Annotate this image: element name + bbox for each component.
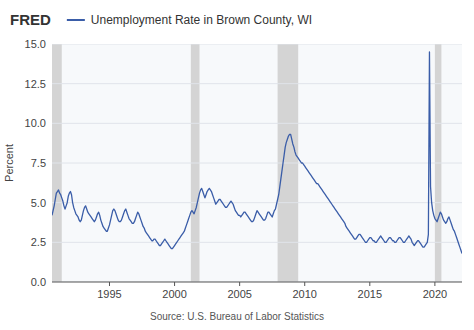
source: Source: U.S. Bureau of Labor Statistics (150, 311, 324, 322)
grid-line (52, 242, 462, 243)
grid-line (52, 44, 462, 45)
x-tick (174, 282, 175, 286)
data-line (52, 52, 462, 254)
grid-line (52, 282, 462, 283)
y-axis-label: Percent (3, 144, 15, 182)
x-tick-label: 2000 (162, 288, 186, 300)
y-tick-label: 2.5 (31, 236, 46, 248)
y-tick-label: 10.0 (25, 117, 46, 129)
x-tick-label: 2010 (292, 288, 316, 300)
legend-swatch (67, 19, 85, 21)
y-tick-label: 5.0 (31, 197, 46, 209)
grid-line (52, 83, 462, 84)
x-tick-label: 2005 (227, 288, 251, 300)
plot-background (52, 44, 462, 282)
y-tick-label: 15.0 (25, 38, 46, 50)
x-tick (369, 282, 370, 286)
title: Unemployment Rate in Brown County, WI (91, 13, 312, 27)
x-tick (434, 282, 435, 286)
y-tick-label: 7.5 (31, 157, 46, 169)
y-tick-label: 12.5 (25, 78, 46, 90)
annotation: FRED (10, 11, 51, 28)
x-tick (109, 282, 110, 286)
x-tick (239, 282, 240, 286)
x-tick-label: 1995 (97, 288, 121, 300)
x-axis-line (52, 282, 462, 283)
chart: FRED Unemployment Rate in Brown County, W… (0, 0, 474, 330)
grid-line (52, 163, 462, 164)
x-tick-label: 2020 (423, 288, 447, 300)
x-tick (304, 282, 305, 286)
grid-line (52, 123, 462, 124)
y-tick-label: 0.0 (31, 276, 46, 288)
plot-area (52, 44, 462, 282)
x-tick-label: 2015 (358, 288, 382, 300)
grid-line (52, 202, 462, 203)
